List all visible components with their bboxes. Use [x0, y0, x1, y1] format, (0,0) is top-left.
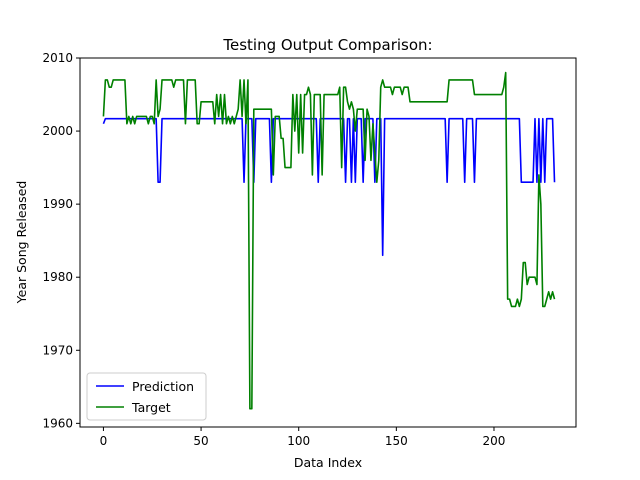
x-tick-label: 0	[100, 434, 108, 448]
y-tick-label: 1990	[42, 197, 73, 211]
plot-lines	[102, 71, 556, 410]
y-tick-label: 2010	[42, 51, 73, 65]
y-tick-label: 1980	[42, 270, 73, 284]
y-tick-label: 1960	[42, 416, 73, 430]
legend: Prediction Target	[86, 372, 207, 421]
x-tick-label: 150	[385, 434, 408, 448]
y-tick-label: 1970	[42, 343, 73, 357]
y-axis-label: Year Song Released	[14, 181, 29, 305]
chart-title: Testing Output Comparison:	[222, 36, 432, 54]
plot-frame	[79, 57, 577, 428]
legend-label-prediction: Prediction	[132, 379, 194, 394]
x-tick-label: 200	[483, 434, 506, 448]
series-line-target	[102, 71, 556, 410]
x-tick-label: 50	[193, 434, 208, 448]
legend-box	[86, 372, 207, 421]
y-axis-ticks: 1960 1970 1980 1990 2000 2010	[42, 51, 80, 430]
x-tick-label: 100	[287, 434, 310, 448]
y-tick-label: 2000	[42, 124, 73, 138]
x-axis-ticks: 0 50 100 150 200	[100, 427, 506, 448]
legend-label-target: Target	[131, 400, 171, 415]
x-axis-label: Data Index	[294, 455, 362, 470]
